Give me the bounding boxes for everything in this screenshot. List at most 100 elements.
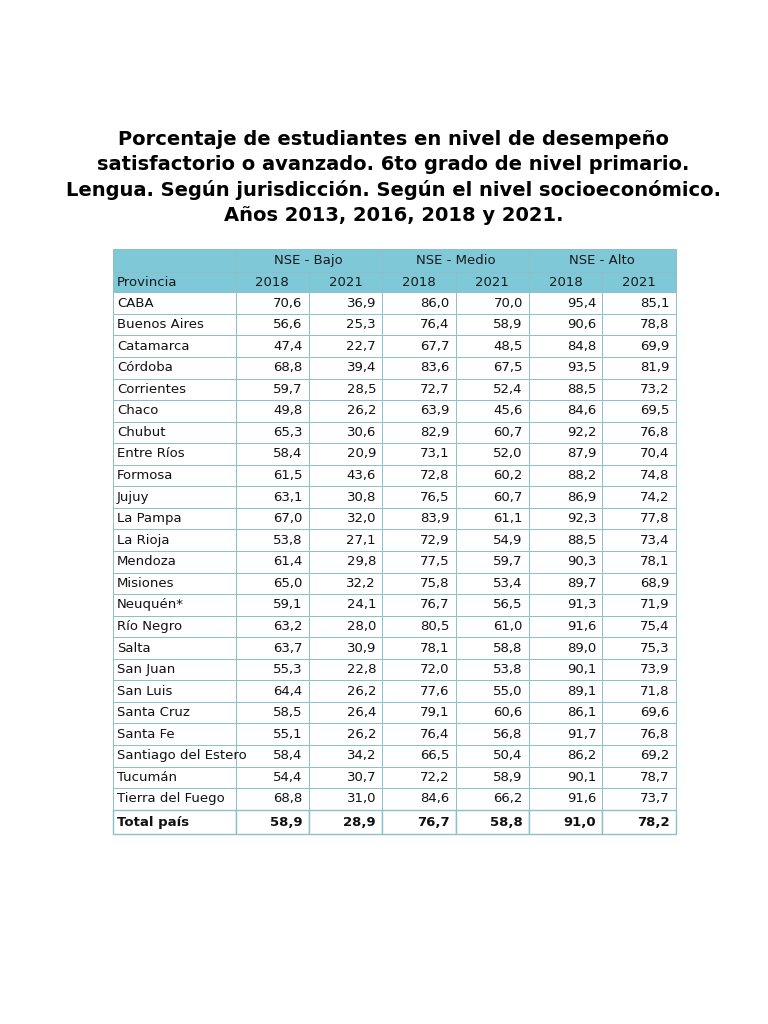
Text: 80,5: 80,5 bbox=[420, 620, 449, 633]
Bar bbox=[113, 615, 236, 637]
Text: 83,6: 83,6 bbox=[420, 361, 449, 374]
Bar bbox=[529, 336, 602, 357]
Text: Mendoza: Mendoza bbox=[117, 555, 177, 568]
Bar bbox=[529, 249, 676, 272]
Text: 75,4: 75,4 bbox=[640, 620, 670, 633]
Bar bbox=[529, 443, 602, 465]
Text: 55,1: 55,1 bbox=[273, 728, 303, 740]
Text: 59,1: 59,1 bbox=[273, 598, 303, 611]
Text: 90,1: 90,1 bbox=[567, 771, 596, 784]
Text: 34,2: 34,2 bbox=[346, 750, 376, 762]
Bar bbox=[113, 443, 236, 465]
Bar bbox=[236, 572, 309, 594]
Text: 47,4: 47,4 bbox=[273, 340, 303, 352]
Bar bbox=[529, 292, 602, 313]
Bar bbox=[382, 313, 455, 336]
Bar bbox=[602, 422, 676, 443]
Bar bbox=[455, 422, 529, 443]
Text: 73,2: 73,2 bbox=[640, 383, 670, 396]
Bar bbox=[382, 788, 455, 810]
Text: 90,6: 90,6 bbox=[567, 318, 596, 331]
Bar bbox=[602, 313, 676, 336]
Bar bbox=[529, 313, 602, 336]
Text: 86,1: 86,1 bbox=[567, 707, 596, 719]
Bar bbox=[309, 594, 382, 615]
Bar bbox=[455, 336, 529, 357]
Bar bbox=[529, 788, 602, 810]
Bar bbox=[236, 724, 309, 745]
Bar bbox=[309, 272, 382, 292]
Bar bbox=[455, 357, 529, 379]
Bar bbox=[529, 272, 602, 292]
Bar bbox=[529, 745, 602, 767]
Text: Provincia: Provincia bbox=[117, 275, 177, 289]
Text: 60,6: 60,6 bbox=[494, 707, 523, 719]
Text: 79,1: 79,1 bbox=[420, 707, 449, 719]
Bar bbox=[236, 745, 309, 767]
Text: Neuquén*: Neuquén* bbox=[117, 598, 184, 611]
Text: 65,3: 65,3 bbox=[273, 426, 303, 439]
Bar bbox=[309, 788, 382, 810]
Bar bbox=[455, 313, 529, 336]
Bar bbox=[382, 810, 455, 835]
Bar bbox=[113, 788, 236, 810]
Text: 89,7: 89,7 bbox=[567, 577, 596, 590]
Bar bbox=[455, 658, 529, 680]
Bar bbox=[382, 422, 455, 443]
Text: 92,2: 92,2 bbox=[567, 426, 596, 439]
Bar bbox=[382, 572, 455, 594]
Bar bbox=[382, 379, 455, 400]
Text: 68,8: 68,8 bbox=[273, 793, 303, 806]
Bar bbox=[382, 637, 455, 658]
Text: 86,2: 86,2 bbox=[567, 750, 596, 762]
Bar bbox=[382, 701, 455, 724]
Bar bbox=[455, 724, 529, 745]
Bar bbox=[309, 572, 382, 594]
Bar bbox=[309, 551, 382, 572]
Text: 63,9: 63,9 bbox=[420, 404, 449, 418]
Bar bbox=[113, 745, 236, 767]
Bar bbox=[382, 658, 455, 680]
Bar bbox=[113, 637, 236, 658]
Text: La Rioja: La Rioja bbox=[117, 534, 170, 547]
Text: 72,2: 72,2 bbox=[420, 771, 449, 784]
Bar bbox=[236, 767, 309, 788]
Bar bbox=[602, 529, 676, 551]
Bar bbox=[602, 551, 676, 572]
Bar bbox=[382, 724, 455, 745]
Bar bbox=[602, 272, 676, 292]
Text: 86,9: 86,9 bbox=[567, 490, 596, 504]
Bar bbox=[236, 357, 309, 379]
Bar bbox=[455, 701, 529, 724]
Text: 76,4: 76,4 bbox=[420, 318, 449, 331]
Bar bbox=[455, 745, 529, 767]
Text: 54,9: 54,9 bbox=[493, 534, 523, 547]
Bar bbox=[236, 422, 309, 443]
Bar bbox=[236, 272, 309, 292]
Bar bbox=[113, 658, 236, 680]
Text: 76,7: 76,7 bbox=[417, 815, 449, 828]
Text: Entre Ríos: Entre Ríos bbox=[117, 447, 184, 461]
Text: Chubut: Chubut bbox=[117, 426, 165, 439]
Text: 71,9: 71,9 bbox=[640, 598, 670, 611]
Bar bbox=[113, 767, 236, 788]
Bar bbox=[236, 443, 309, 465]
Text: Córdoba: Córdoba bbox=[117, 361, 173, 374]
Text: 77,6: 77,6 bbox=[420, 685, 449, 697]
Text: 58,5: 58,5 bbox=[273, 707, 303, 719]
Text: 76,4: 76,4 bbox=[420, 728, 449, 740]
Text: Jujuy: Jujuy bbox=[117, 490, 150, 504]
Text: 75,3: 75,3 bbox=[640, 641, 670, 654]
Text: 58,8: 58,8 bbox=[493, 641, 523, 654]
Text: 76,8: 76,8 bbox=[640, 728, 670, 740]
Bar bbox=[382, 745, 455, 767]
Bar bbox=[236, 701, 309, 724]
Text: 55,3: 55,3 bbox=[273, 664, 303, 676]
Bar bbox=[529, 658, 602, 680]
Text: 2021: 2021 bbox=[475, 275, 509, 289]
Bar bbox=[529, 422, 602, 443]
Bar bbox=[113, 272, 236, 292]
Text: 28,5: 28,5 bbox=[346, 383, 376, 396]
Text: 88,5: 88,5 bbox=[567, 534, 596, 547]
Text: 49,8: 49,8 bbox=[273, 404, 303, 418]
